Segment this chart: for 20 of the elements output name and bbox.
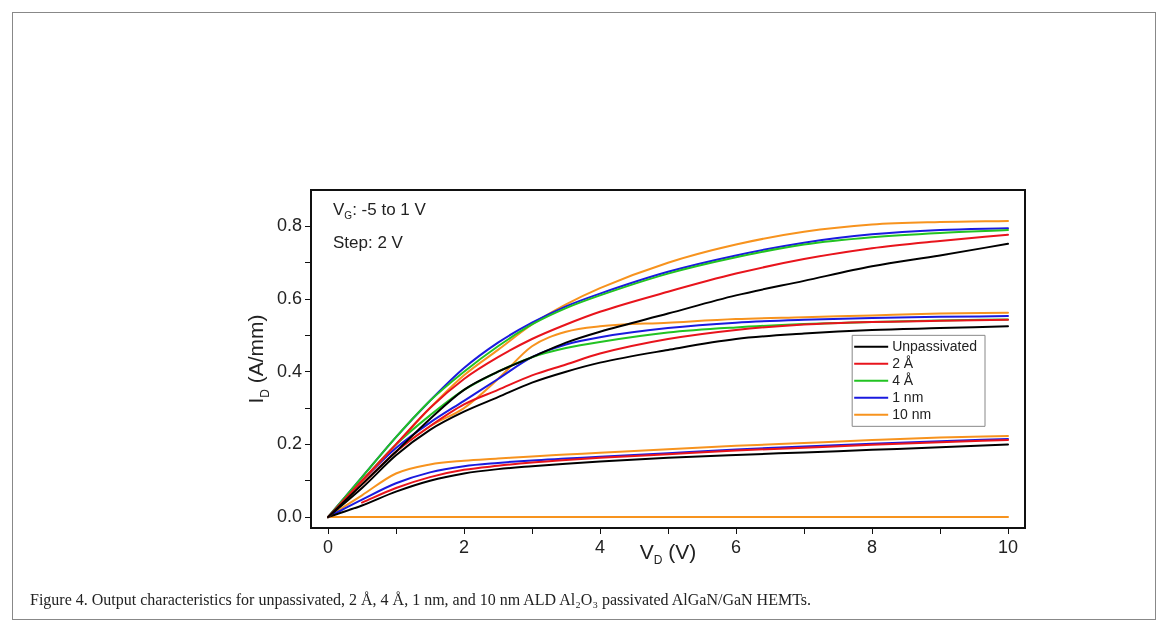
legend-label: 2 Å — [892, 354, 914, 371]
legend-label: 4 Å — [892, 371, 914, 388]
x-tick-label: 4 — [594, 536, 606, 557]
x-tick-label: 6 — [730, 536, 742, 557]
annotation: V$_{G}$: -5 to 1 V — [333, 199, 426, 224]
caption: Figure 4. Output characteristics for unpassivated, 2 Å, 4 Å, 1 nm, and 10 nm ALD Al₂O₃ passivated AlGaN/GaN HEMTs. — [30, 591, 812, 609]
x-tick-label: 8 — [866, 536, 878, 557]
legend-label: Unpassivated — [892, 337, 977, 354]
annotation: Step: 2 V — [333, 232, 404, 255]
y-tick-label: 0.4 — [276, 360, 302, 381]
legend-label: 10 nm — [892, 405, 932, 422]
x-tick-label: 10 — [997, 536, 1019, 557]
x-axis-title: V$_{D}$ (V) — [639, 540, 697, 568]
y-tick-label: 0.8 — [276, 215, 302, 236]
x-tick-label: 0 — [322, 536, 334, 557]
legend-label: 1 nm — [892, 388, 924, 405]
y-tick-label: 0.0 — [276, 506, 302, 527]
y-tick-label: 0.6 — [276, 288, 302, 308]
y-tick-label: 0.2 — [276, 433, 302, 454]
x-tick-label: 2 — [458, 536, 470, 557]
